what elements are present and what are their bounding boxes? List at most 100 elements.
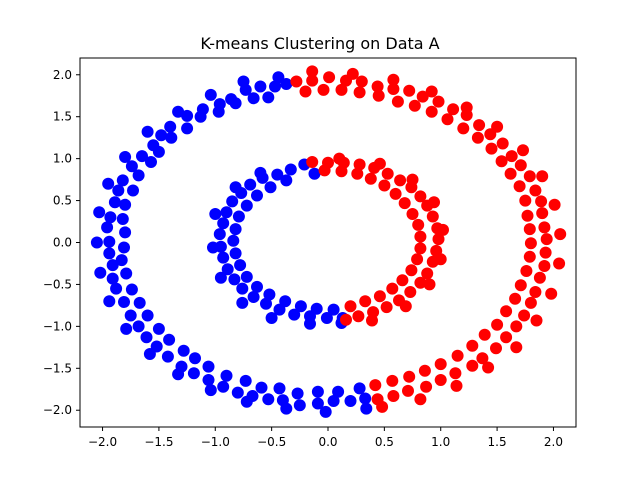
data-point-series-0-122 xyxy=(227,234,240,247)
data-point-series-0-104 xyxy=(217,251,230,264)
data-point-series-0-9 xyxy=(155,129,168,142)
data-point-series-1-47 xyxy=(425,105,438,118)
data-point-series-0-17 xyxy=(101,221,114,234)
data-point-series-0-77 xyxy=(204,88,217,101)
data-point-series-1-122 xyxy=(412,218,425,231)
data-point-series-0-89 xyxy=(204,384,217,397)
data-point-series-0-63 xyxy=(163,333,176,346)
data-point-series-0-116 xyxy=(280,174,293,187)
data-point-series-0-28 xyxy=(161,350,174,363)
data-point-series-0-60 xyxy=(133,296,146,309)
data-point-series-1-64 xyxy=(491,318,504,331)
y-tick-label: 0.0 xyxy=(53,236,72,250)
data-point-series-0-85 xyxy=(103,295,116,308)
data-point-series-1-139 xyxy=(399,300,412,313)
data-point-series-0-97 xyxy=(244,178,257,191)
data-point-series-1-127 xyxy=(396,274,409,287)
data-point-series-1-30 xyxy=(500,331,513,344)
data-point-series-1-89 xyxy=(414,393,427,406)
data-point-series-1-96 xyxy=(381,167,394,180)
data-point-series-1-16 xyxy=(514,159,527,172)
data-point-series-0-61 xyxy=(141,309,154,322)
data-point-series-1-134 xyxy=(406,173,419,186)
data-point-series-1-77 xyxy=(460,101,473,114)
data-point-series-0-80 xyxy=(119,151,132,163)
data-point-series-0-90 xyxy=(240,395,253,408)
data-point-series-1-36 xyxy=(420,380,433,393)
data-point-series-1-86 xyxy=(510,341,523,354)
data-point-series-0-67 xyxy=(220,369,233,382)
data-point-series-0-101 xyxy=(217,217,230,230)
data-point-series-1-54 xyxy=(513,180,526,193)
data-point-series-1-90 xyxy=(376,400,389,413)
data-point-series-1-52 xyxy=(495,155,508,168)
data-point-series-1-62 xyxy=(509,292,522,305)
data-point-series-0-92 xyxy=(319,405,332,418)
data-point-series-1-17 xyxy=(523,170,536,183)
data-point-series-1-57 xyxy=(523,223,536,236)
data-point-series-0-44 xyxy=(229,97,242,110)
y-tick-label: 2.0 xyxy=(53,68,72,82)
y-tick-label: 1.5 xyxy=(53,110,72,124)
data-point-series-0-8 xyxy=(164,120,177,133)
data-point-series-1-14 xyxy=(496,137,509,150)
data-point-series-0-128 xyxy=(279,295,292,308)
data-point-series-1-32 xyxy=(476,352,489,365)
points-layer xyxy=(90,65,567,418)
data-point-series-1-33 xyxy=(466,359,479,372)
data-point-series-1-48 xyxy=(441,113,454,126)
data-point-series-0-56 xyxy=(118,241,130,254)
x-tick-label: 1.5 xyxy=(488,435,507,449)
data-point-series-1-35 xyxy=(434,374,447,386)
data-point-series-1-73 xyxy=(306,65,319,78)
data-point-series-1-43 xyxy=(353,86,366,99)
data-point-series-1-27 xyxy=(524,296,537,309)
data-point-series-1-117 xyxy=(364,172,377,185)
data-point-series-0-81 xyxy=(102,177,115,190)
data-point-series-0-68 xyxy=(239,374,252,387)
data-point-series-0-129 xyxy=(294,300,307,313)
data-point-series-1-42 xyxy=(335,83,348,96)
data-point-series-1-41 xyxy=(317,83,330,96)
data-point-series-1-81 xyxy=(548,198,561,211)
data-point-series-1-75 xyxy=(387,73,400,86)
data-point-series-1-8 xyxy=(416,90,429,103)
data-point-series-1-80 xyxy=(536,170,549,183)
data-point-series-0-52 xyxy=(127,184,139,197)
data-point-series-1-50 xyxy=(471,131,484,144)
data-point-series-0-1 xyxy=(269,80,281,93)
data-point-series-1-9 xyxy=(432,95,445,108)
y-axis: −2.0 −1.5 −1.0 −0.5 0.0 0.5 1.0 1.5 2.0 xyxy=(43,68,80,417)
data-point-series-1-136 xyxy=(437,223,449,236)
data-point-series-1-112 xyxy=(352,310,365,323)
data-point-series-0-35 xyxy=(262,393,275,406)
data-point-series-0-50 xyxy=(145,156,157,168)
data-point-series-0-48 xyxy=(165,131,178,144)
data-point-series-0-51 xyxy=(132,169,145,182)
data-point-series-1-21 xyxy=(538,221,551,234)
data-point-series-1-24 xyxy=(538,260,551,272)
data-point-series-0-83 xyxy=(90,236,103,249)
x-tick-label: −1.5 xyxy=(144,435,173,449)
data-point-series-0-87 xyxy=(143,348,156,360)
data-point-series-0-79 xyxy=(141,125,154,138)
data-point-series-0-69 xyxy=(255,381,268,394)
data-point-series-1-53 xyxy=(504,167,517,180)
data-point-series-1-60 xyxy=(520,265,533,277)
data-point-series-0-2 xyxy=(254,80,267,93)
data-point-series-0-95 xyxy=(271,168,284,181)
data-point-series-1-82 xyxy=(554,228,567,241)
data-point-series-1-12 xyxy=(473,119,486,132)
data-point-series-1-28 xyxy=(518,309,531,322)
x-tick-label: 2.0 xyxy=(544,435,563,449)
data-point-series-0-124 xyxy=(234,259,247,272)
data-point-series-1-5 xyxy=(371,80,384,93)
data-point-series-1-20 xyxy=(536,207,549,220)
data-point-series-0-54 xyxy=(116,213,129,225)
data-point-series-0-91 xyxy=(280,402,293,415)
data-point-series-0-136 xyxy=(207,241,219,254)
data-point-series-1-126 xyxy=(405,264,418,277)
data-point-series-0-23 xyxy=(118,296,130,308)
data-point-series-1-71 xyxy=(386,374,399,387)
